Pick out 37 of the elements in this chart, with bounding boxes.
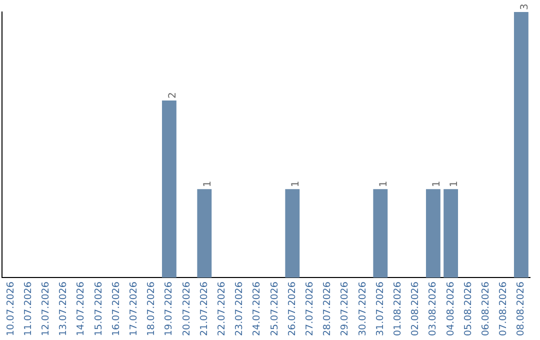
x-tick-label: 10.07.2026 xyxy=(5,282,16,336)
x-tick-label: 23.07.2026 xyxy=(234,282,246,336)
x-tick-label: 24.07.2026 xyxy=(252,282,263,336)
x-tick-label: 20.07.2026 xyxy=(181,282,192,336)
x-tick-label: 19.07.2026 xyxy=(164,282,175,336)
x-tick-label: 28.07.2026 xyxy=(322,282,334,336)
x-tick-label: 17.07.2026 xyxy=(128,282,140,336)
data-label: 2 xyxy=(167,92,178,99)
x-tick-label: 02.08.2026 xyxy=(410,282,422,336)
x-tick-label: 12.07.2026 xyxy=(40,282,52,336)
x-tick-label: 30.07.2026 xyxy=(357,282,368,336)
x-tick-label: 07.08.2026 xyxy=(498,282,510,336)
data-label: 1 xyxy=(448,180,460,188)
data-label: 1 xyxy=(290,180,302,188)
data-label: 1 xyxy=(431,180,442,188)
x-tick-label: 04.08.2026 xyxy=(445,282,456,336)
x-tick-label: 21.07.2026 xyxy=(198,282,210,336)
data-label: 3 xyxy=(519,4,530,10)
x-tick-label: 08.08.2026 xyxy=(516,282,527,336)
data-label: 1 xyxy=(378,180,390,188)
x-tick-label: 22.07.2026 xyxy=(216,282,228,336)
x-tick-label: 13.07.2026 xyxy=(58,282,70,336)
x-tick-label: 15.07.2026 xyxy=(93,282,104,336)
x-tick-label: 06.08.2026 xyxy=(480,282,492,336)
data-label: 1 xyxy=(202,180,214,188)
x-tick-label: 31.07.2026 xyxy=(374,282,386,336)
x-tick-label: 11.07.2026 xyxy=(22,282,34,336)
x-tick-label: 29.07.2026 xyxy=(340,282,351,336)
x-tick-label: 26.07.2026 xyxy=(286,282,298,336)
x-tick-label: 05.08.2026 xyxy=(462,282,474,336)
x-tick-label: 25.07.2026 xyxy=(269,282,280,336)
x-tick-label: 16.07.2026 xyxy=(110,282,122,336)
x-tick-label: 01.08.2026 xyxy=(392,282,404,336)
x-tick-label: 18.07.2026 xyxy=(146,282,158,336)
x-tick-label: 14.07.2026 xyxy=(76,282,87,336)
x-tick-label: 27.07.2026 xyxy=(304,282,316,336)
x-tick-label: 03.08.2026 xyxy=(428,282,439,336)
